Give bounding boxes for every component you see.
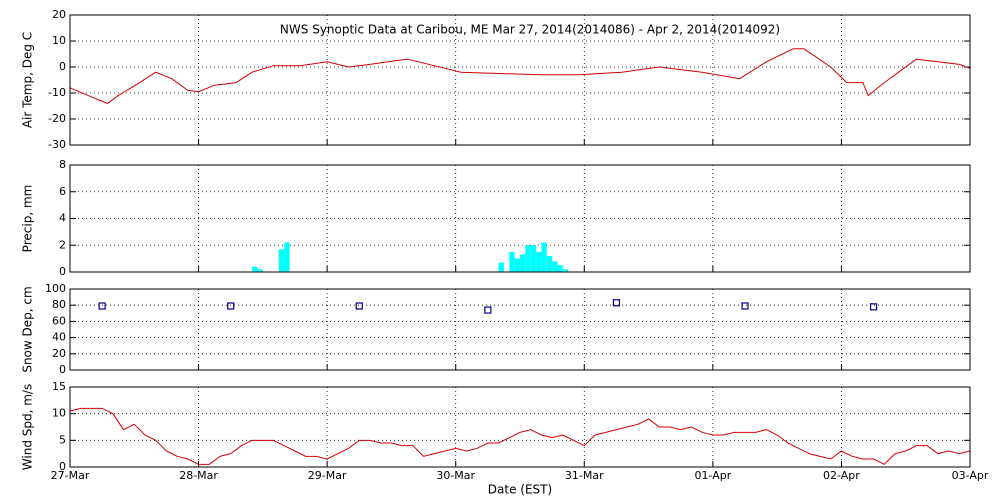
y-tick-label: 10: [52, 407, 66, 420]
y-tick-label: 0: [59, 460, 66, 473]
y-axis-label: Wind Spd, m/s: [21, 384, 35, 470]
marker: [227, 302, 235, 310]
bar: [284, 242, 290, 272]
y-axis-label: Snow Dep, cm: [21, 286, 35, 372]
plot-frame: [69, 164, 971, 273]
plot-frame: [69, 386, 971, 468]
x-tick-label: 01-Apr: [694, 469, 731, 482]
plot-frame: [69, 288, 971, 371]
y-tick-label: -20: [48, 112, 66, 125]
chart-title: NWS Synoptic Data at Caribou, ME Mar 27,…: [280, 23, 780, 37]
x-tick-label: 31-Mar: [565, 469, 604, 482]
plot-frame: [69, 14, 971, 146]
line: [69, 48, 971, 104]
marker: [484, 306, 492, 314]
y-tick-label: 8: [59, 158, 66, 171]
y-tick-label: -30: [48, 138, 66, 151]
y-tick-label: 0: [59, 60, 66, 73]
x-tick-label: 29-Mar: [308, 469, 347, 482]
bar: [530, 245, 537, 272]
y-tick-label: 4: [59, 212, 66, 225]
line: [69, 407, 971, 465]
bar: [536, 251, 542, 272]
y-tick-label: 10: [52, 34, 66, 47]
x-tick-label: 28-Mar: [179, 469, 218, 482]
marker: [355, 302, 363, 310]
y-axis-label: Air Temp, Deg C: [21, 32, 35, 128]
y-tick-label: 0: [59, 363, 66, 376]
y-tick-label: 60: [52, 314, 66, 327]
y-axis-label: Precip, mm: [21, 185, 35, 253]
y-tick-label: 40: [52, 331, 66, 344]
y-tick-label: 80: [52, 298, 66, 311]
x-tick-label: 03-Apr: [952, 469, 989, 482]
y-tick-label: 2: [59, 238, 66, 251]
y-tick-label: 20: [52, 347, 66, 360]
y-tick-label: 15: [52, 380, 66, 393]
bar: [257, 269, 263, 272]
bar: [525, 245, 531, 272]
bar: [498, 262, 504, 272]
bar: [252, 266, 258, 272]
marker: [612, 299, 621, 307]
bar: [278, 249, 285, 272]
marker: [869, 303, 878, 311]
bar: [557, 265, 563, 272]
y-tick-label: 100: [45, 282, 66, 295]
y-tick-label: 0: [59, 265, 66, 278]
bar: [552, 261, 558, 272]
bar: [562, 269, 569, 272]
bar: [514, 258, 520, 272]
y-tick-label: 20: [52, 8, 66, 21]
y-tick-label: 5: [59, 433, 66, 446]
x-tick-label: 02-Apr: [823, 469, 860, 482]
y-tick-label: -10: [48, 86, 66, 99]
bar: [546, 255, 553, 272]
marker: [741, 302, 749, 310]
x-axis-label: Date (EST): [488, 483, 552, 497]
marker: [98, 302, 106, 310]
y-tick-label: 6: [59, 185, 66, 198]
bar: [509, 251, 515, 272]
bar: [541, 242, 547, 272]
x-tick-label: 27-Mar: [51, 469, 90, 482]
bar: [520, 254, 526, 272]
x-tick-label: 30-Mar: [436, 469, 475, 482]
